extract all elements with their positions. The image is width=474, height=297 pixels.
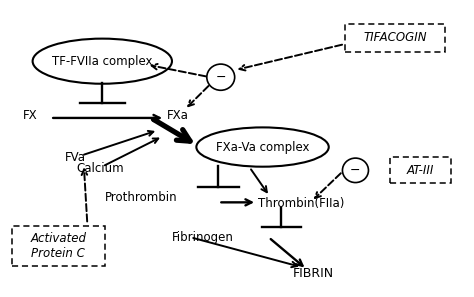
FancyArrowPatch shape <box>193 238 297 267</box>
FancyArrowPatch shape <box>105 138 158 165</box>
Text: AT-III: AT-III <box>407 164 434 177</box>
FancyArrowPatch shape <box>84 131 153 155</box>
Text: FVa: FVa <box>65 151 86 164</box>
Text: FIBRIN: FIBRIN <box>293 267 334 280</box>
Text: −: − <box>350 164 361 177</box>
FancyArrowPatch shape <box>188 86 209 106</box>
Text: Calcium: Calcium <box>77 162 124 175</box>
Text: TIFACOGIN: TIFACOGIN <box>363 31 427 44</box>
Text: FX: FX <box>23 108 38 121</box>
FancyArrowPatch shape <box>251 169 267 192</box>
Text: Prothrombin: Prothrombin <box>105 192 177 204</box>
Text: Fibrinogen: Fibrinogen <box>172 231 234 244</box>
Text: TF-FVIIa complex: TF-FVIIa complex <box>52 55 153 68</box>
FancyArrowPatch shape <box>152 64 206 76</box>
Text: Activated
Protein C: Activated Protein C <box>30 232 86 260</box>
FancyArrowPatch shape <box>315 173 341 198</box>
Text: −: − <box>216 71 226 84</box>
Text: Thrombin(FIIa): Thrombin(FIIa) <box>258 197 344 210</box>
Text: FXa-Va complex: FXa-Va complex <box>216 140 310 154</box>
Text: FXa: FXa <box>167 108 189 121</box>
FancyArrowPatch shape <box>239 45 342 70</box>
FancyArrowPatch shape <box>82 169 87 222</box>
